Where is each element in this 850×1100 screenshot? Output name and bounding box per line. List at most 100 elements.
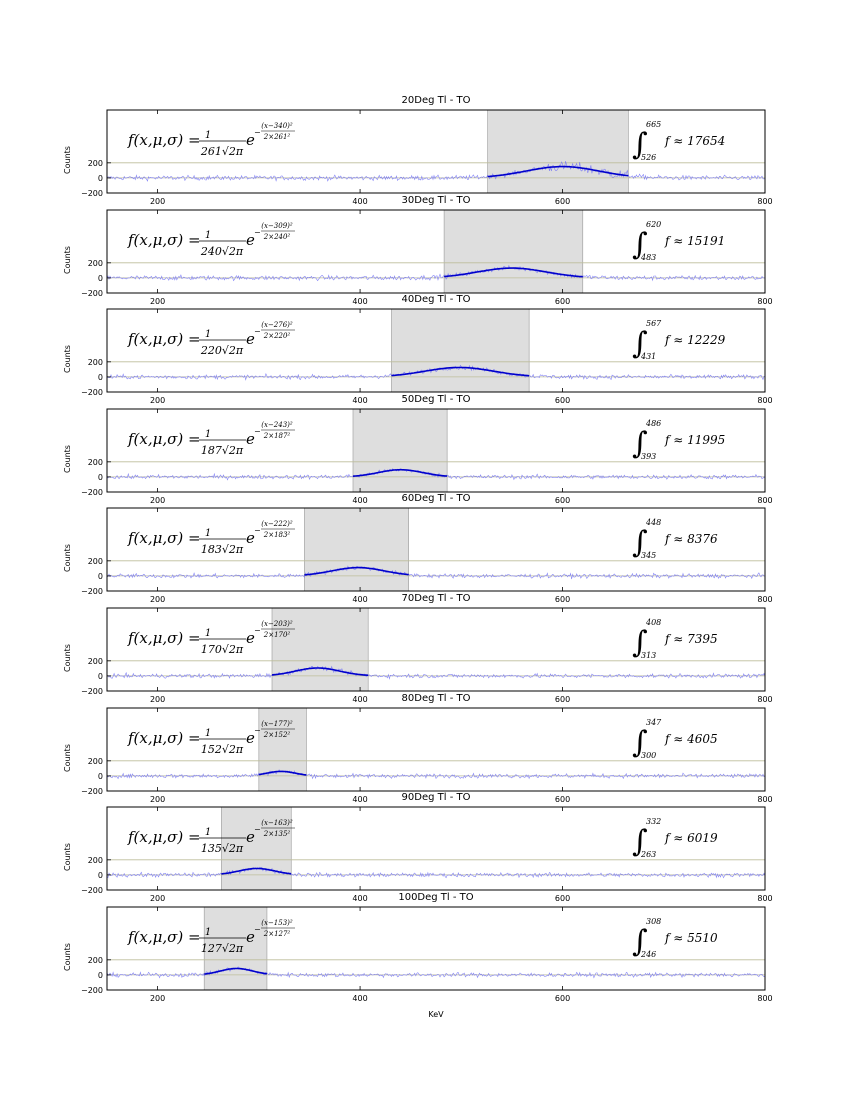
- integral-result: f ≈ 8376: [664, 532, 718, 546]
- plot-frame: [106, 806, 766, 891]
- y-axis-label: Counts: [63, 843, 72, 871]
- integral-annotation: ∫347 300 f ≈ 4605: [632, 718, 718, 760]
- plot-frame: [106, 906, 766, 991]
- formula-lhs: f(x,μ,σ) =: [127, 330, 201, 348]
- formula-numerator: 1: [205, 528, 211, 539]
- y-tick-label: −200: [81, 289, 103, 298]
- formula-denominator: 135√2π: [201, 842, 244, 855]
- x-tick-label: 200: [150, 695, 165, 704]
- plot-frame: [106, 707, 766, 792]
- x-tick-label: 400: [352, 595, 367, 604]
- integration-region: [391, 308, 530, 393]
- x-tick-label: 200: [150, 197, 165, 206]
- integral-sign-icon: ∫: [632, 426, 648, 461]
- y-axis-label: Counts: [63, 146, 72, 174]
- formula-exp-minus: −: [254, 925, 261, 934]
- integral-sign-icon: ∫: [632, 625, 648, 660]
- integral-sign-icon: ∫: [632, 227, 648, 262]
- integration-region: [271, 607, 369, 692]
- y-tick-label: 0: [98, 672, 103, 681]
- integral-sign-icon: ∫: [632, 326, 648, 361]
- integral-result: f ≈ 6019: [664, 831, 718, 845]
- panel-title: 20Deg Tl - TO: [402, 95, 471, 106]
- formula-numerator: 1: [205, 130, 211, 141]
- formula-exp-numerator: (x−222)²: [261, 520, 293, 528]
- plot-frame: [106, 209, 766, 294]
- formula-denominator: 261√2π: [200, 145, 244, 158]
- y-tick-label: −200: [81, 388, 103, 397]
- integral-annotation: ∫332 263 f ≈ 6019: [632, 817, 718, 859]
- integral-sign-icon: ∫: [632, 725, 648, 760]
- integral-lower-limit: 483: [640, 253, 656, 262]
- formula-numerator: 1: [205, 728, 211, 739]
- formula-exp-minus: −: [254, 228, 261, 237]
- y-tick-label: 200: [88, 358, 103, 367]
- y-tick-label: 0: [98, 572, 103, 581]
- integral-upper-limit: 408: [645, 618, 661, 627]
- panel-title: 60Deg Tl - TO: [402, 493, 471, 504]
- formula-exp-denominator: 2×183²: [263, 531, 291, 539]
- formula-denominator: 187√2π: [201, 444, 244, 457]
- formula-exp-minus: −: [254, 726, 261, 735]
- integral-result: f ≈ 7395: [664, 632, 718, 646]
- integral-result: f ≈ 12229: [664, 333, 726, 347]
- gaussian-formula: f(x,μ,σ) = 1 240√2πe −(x−309)² 2×240²: [127, 222, 295, 258]
- x-tick-label: 200: [150, 595, 165, 604]
- formula-lhs: f(x,μ,σ) =: [127, 529, 201, 547]
- gaussian-fit-line: [444, 267, 583, 278]
- integral-result: f ≈ 4605: [664, 732, 718, 746]
- y-tick-label: 200: [88, 956, 103, 965]
- integral-result: f ≈ 17654: [664, 134, 725, 148]
- formula-lhs: f(x,μ,σ) =: [127, 629, 201, 647]
- formula-exp-minus: −: [254, 626, 261, 635]
- integral-annotation: ∫620 483 f ≈ 15191: [632, 220, 725, 262]
- formula-exp-numerator: (x−340)²: [261, 122, 293, 130]
- gaussian-formula: f(x,μ,σ) = 1 127√2πe −(x−153)² 2×127²: [127, 919, 295, 955]
- y-tick-label: −200: [81, 587, 103, 596]
- x-tick-label: 600: [555, 197, 570, 206]
- x-tick-label: 600: [555, 297, 570, 306]
- y-tick-label: 200: [88, 458, 103, 467]
- gaussian-fit-line: [271, 667, 369, 677]
- x-tick-label: 400: [352, 297, 367, 306]
- gaussian-formula: f(x,μ,σ) = 1 183√2πe −(x−222)² 2×183²: [127, 520, 295, 556]
- y-tick-label: −200: [81, 488, 103, 497]
- x-tick-label: 800: [757, 695, 772, 704]
- integral-result: f ≈ 5510: [664, 931, 718, 945]
- formula-exp-numerator: (x−177)²: [261, 720, 293, 728]
- y-tick-label: −200: [81, 986, 103, 995]
- integral-lower-limit: 345: [641, 551, 656, 560]
- panel-title: 40Deg Tl - TO: [402, 294, 471, 305]
- integration-region: [443, 209, 584, 294]
- y-tick-label: 200: [88, 757, 103, 766]
- x-tick-label: 600: [555, 695, 570, 704]
- formula-exp-denominator: 2×135²: [263, 830, 291, 838]
- spectrum-line: [106, 264, 765, 282]
- formula-exp-numerator: (x−163)²: [261, 819, 293, 827]
- formula-e: e: [246, 629, 255, 647]
- formula-numerator: 1: [205, 628, 211, 639]
- y-tick-label: −200: [81, 886, 103, 895]
- formula-numerator: 1: [205, 329, 211, 340]
- x-tick-label: 800: [757, 197, 772, 206]
- x-tick-label: 600: [555, 795, 570, 804]
- integration-region: [352, 408, 448, 493]
- integral-sign-icon: ∫: [632, 525, 648, 560]
- integral-upper-limit: 308: [646, 917, 661, 926]
- x-tick-label: 400: [352, 795, 367, 804]
- x-tick-label: 600: [555, 396, 570, 405]
- spectrum-line: [106, 565, 766, 580]
- y-axis-label: Counts: [63, 345, 72, 373]
- integral-lower-limit: 263: [640, 850, 656, 859]
- plot-frame: [106, 308, 766, 393]
- x-tick-label: 800: [757, 894, 772, 903]
- plot-frame: [106, 408, 766, 493]
- panel-title: 50Deg Tl - TO: [402, 394, 471, 405]
- formula-exp-minus: −: [254, 526, 261, 535]
- x-tick-label: 600: [555, 994, 570, 1003]
- formula-numerator: 1: [205, 827, 211, 838]
- integral-lower-limit: 393: [641, 452, 656, 461]
- formula-exp-numerator: (x−203)²: [261, 620, 293, 628]
